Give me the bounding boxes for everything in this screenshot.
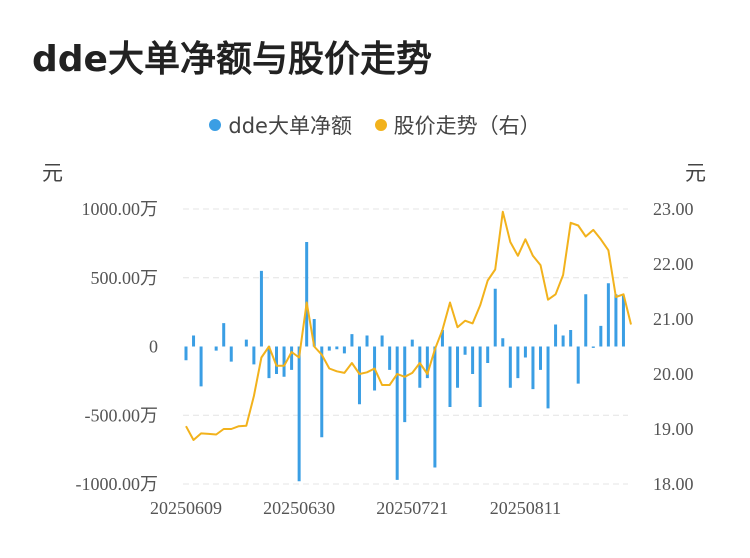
right-axis-tick-label: 18.00 [653, 474, 694, 494]
legend-dot-price [374, 119, 387, 131]
dde-bar [501, 338, 505, 347]
dde-bar [229, 346, 233, 362]
dde-bar [357, 346, 361, 405]
left-axis-tick-label: 1000.00万 [82, 199, 159, 219]
dde-bar [561, 335, 565, 347]
legend-label-dde: dde大单净额 [228, 114, 352, 138]
dde-bar [297, 346, 301, 482]
dde-bar [350, 334, 354, 347]
legend-dot-dde [209, 119, 222, 131]
right-axis-tick-label: 22.00 [653, 254, 694, 274]
dde-bar [531, 346, 535, 390]
dde-bar [486, 346, 490, 363]
dde-bar [584, 294, 588, 347]
dde-bar [342, 346, 346, 354]
dde-bar [305, 242, 309, 347]
dde-bar [538, 346, 542, 370]
dde-bar [546, 346, 550, 409]
dde-bar [290, 346, 294, 370]
left-axis-tick-label: 0 [149, 337, 158, 357]
dde-bar [410, 339, 414, 347]
dde-bar [282, 346, 286, 377]
right-axis-tick-label: 20.00 [653, 364, 694, 384]
chart-title: dde大单净额与股价走势 [32, 39, 432, 80]
dde-bar [395, 346, 399, 480]
dde-bar [516, 346, 520, 379]
dde-bar [184, 346, 188, 361]
legend: dde大单净额 股价走势（右） [0, 110, 750, 140]
dde-bar [569, 330, 573, 347]
left-axis-tick-label: 500.00万 [91, 268, 159, 288]
dde-bar [433, 346, 437, 468]
dde-bar [214, 346, 218, 351]
dde-bar [312, 319, 316, 347]
dde-bar [403, 346, 407, 423]
right-axis-tick-label: 21.00 [653, 309, 694, 329]
dde-bar [244, 339, 248, 347]
dde-bar [523, 346, 527, 358]
dde-bar [440, 330, 444, 347]
dde-bar [554, 324, 558, 347]
left-axis-tick-label: -500.00万 [85, 405, 159, 425]
legend-item-dde[interactable]: dde大单净额 [209, 110, 352, 140]
dde-bar [252, 346, 256, 365]
dde-bar [606, 283, 610, 347]
right-axis-unit: 元 [685, 161, 706, 185]
dde-bar [275, 346, 279, 374]
price-line [185, 210, 632, 441]
dde-bar [614, 294, 618, 347]
right-axis-tick-label: 23.00 [653, 199, 694, 219]
dde-bar [493, 288, 497, 347]
dde-bar [621, 295, 625, 347]
dde-bar [418, 346, 422, 388]
left-axis-tick-label: -1000.00万 [76, 474, 159, 494]
legend-label-price: 股价走势（右） [393, 114, 541, 138]
dde-bar [192, 335, 196, 347]
dde-bar [388, 346, 392, 370]
dde-bar [591, 346, 595, 348]
x-axis-tick-label: 20250811 [490, 498, 561, 518]
dde-bar [425, 346, 429, 379]
left-axis-unit: 元 [42, 161, 63, 185]
dde-bar [471, 346, 475, 374]
legend-item-price[interactable]: 股价走势（右） [374, 110, 541, 140]
dde-bar [599, 325, 603, 347]
dde-bar [222, 323, 226, 347]
dde-bar [267, 346, 271, 379]
x-axis-tick-label: 20250630 [263, 498, 335, 518]
dde-bar [576, 346, 580, 384]
dde-bar [380, 335, 384, 347]
dde-bar [327, 346, 331, 351]
dde-bar [478, 346, 482, 407]
right-axis-tick-label: 19.00 [653, 419, 694, 439]
x-axis-tick-label: 20250721 [376, 498, 448, 518]
dde-bar [463, 346, 467, 355]
dde-bar [259, 270, 263, 347]
dde-bar [508, 346, 512, 388]
dde-bar [448, 346, 452, 407]
x-axis-tick-label: 20250609 [150, 498, 222, 518]
dde-bar [365, 335, 369, 347]
dde-bar [320, 346, 324, 438]
dde-bar [335, 346, 339, 350]
dde-bar [199, 346, 203, 387]
dde-bar [456, 346, 460, 388]
